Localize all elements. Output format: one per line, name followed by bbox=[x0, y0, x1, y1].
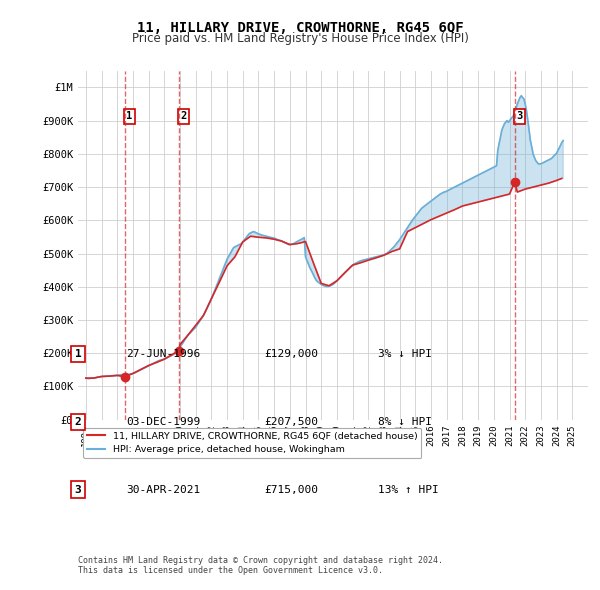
Legend: 11, HILLARY DRIVE, CROWTHORNE, RG45 6QF (detached house), HPI: Average price, de: 11, HILLARY DRIVE, CROWTHORNE, RG45 6QF … bbox=[83, 428, 421, 458]
Text: Price paid vs. HM Land Registry's House Price Index (HPI): Price paid vs. HM Land Registry's House … bbox=[131, 32, 469, 45]
Text: 1: 1 bbox=[127, 111, 133, 121]
Text: 11, HILLARY DRIVE, CROWTHORNE, RG45 6QF: 11, HILLARY DRIVE, CROWTHORNE, RG45 6QF bbox=[137, 21, 463, 35]
Text: 1: 1 bbox=[74, 349, 82, 359]
Text: £715,000: £715,000 bbox=[264, 485, 318, 494]
Text: 2: 2 bbox=[181, 111, 187, 121]
Text: £207,500: £207,500 bbox=[264, 417, 318, 427]
Text: Contains HM Land Registry data © Crown copyright and database right 2024.
This d: Contains HM Land Registry data © Crown c… bbox=[78, 556, 443, 575]
Text: £129,000: £129,000 bbox=[264, 349, 318, 359]
Text: 3: 3 bbox=[74, 485, 82, 494]
Text: 3% ↓ HPI: 3% ↓ HPI bbox=[378, 349, 432, 359]
Text: 2: 2 bbox=[74, 417, 82, 427]
Text: 13% ↑ HPI: 13% ↑ HPI bbox=[378, 485, 439, 494]
Text: 8% ↓ HPI: 8% ↓ HPI bbox=[378, 417, 432, 427]
Text: 03-DEC-1999: 03-DEC-1999 bbox=[126, 417, 200, 427]
Text: 27-JUN-1996: 27-JUN-1996 bbox=[126, 349, 200, 359]
Text: 30-APR-2021: 30-APR-2021 bbox=[126, 485, 200, 494]
Text: 3: 3 bbox=[516, 111, 523, 121]
